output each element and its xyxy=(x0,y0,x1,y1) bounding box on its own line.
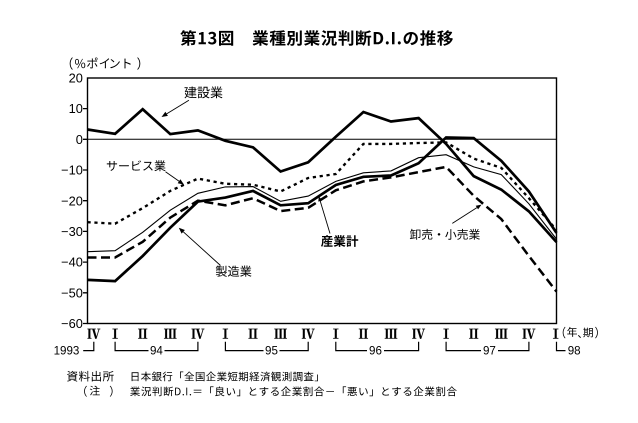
svg-text:0: 0 xyxy=(76,132,83,147)
svg-text:95: 95 xyxy=(265,345,278,358)
svg-text:−50: −50 xyxy=(61,285,83,300)
svg-text:−60: −60 xyxy=(61,316,83,331)
svg-text:−30: −30 xyxy=(61,224,83,239)
svg-text:96: 96 xyxy=(369,345,382,358)
svg-text:20: 20 xyxy=(69,71,83,86)
svg-text:1993: 1993 xyxy=(54,345,80,358)
svg-text:98: 98 xyxy=(568,345,581,358)
svg-text:−20: −20 xyxy=(61,193,83,208)
svg-text:10: 10 xyxy=(69,101,83,116)
svg-text:94: 94 xyxy=(150,345,163,358)
svg-text:97: 97 xyxy=(483,345,496,358)
svg-text:−40: −40 xyxy=(61,255,83,270)
svg-text:−10: −10 xyxy=(61,163,83,178)
